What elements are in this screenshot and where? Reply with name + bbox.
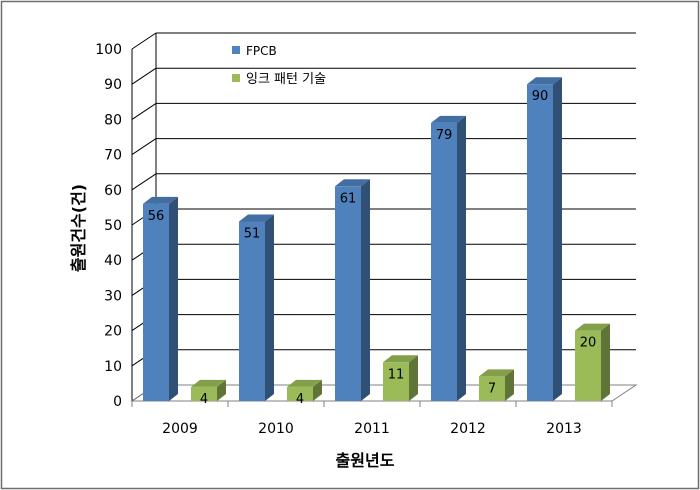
bar-side: [601, 323, 610, 401]
bar: [287, 386, 313, 401]
y-tick-label: 80: [104, 112, 122, 128]
bar-top: [287, 379, 322, 387]
x-tick-label: 2010: [258, 421, 294, 437]
legend-swatch-fpcb: [232, 46, 240, 54]
y-tick-label: 0: [113, 394, 122, 410]
bar: [335, 186, 361, 401]
y-tick-label: 100: [95, 42, 122, 58]
data-label: 11: [388, 367, 405, 382]
data-label: 51: [244, 226, 261, 241]
bar-top: [479, 369, 514, 377]
y-tick-label: 60: [104, 183, 122, 199]
x-tick-label: 2013: [546, 421, 582, 437]
bar: [575, 330, 601, 401]
data-label: 90: [532, 89, 549, 104]
bar: [239, 221, 265, 401]
y-tick-label: 50: [104, 218, 122, 234]
legend-label-fpcb: FPCB: [246, 44, 277, 58]
bar-side: [457, 115, 466, 402]
data-label: 4: [296, 392, 304, 407]
x-axis-title: 출원년도: [336, 451, 395, 470]
bar: [479, 376, 505, 401]
data-label: 79: [436, 128, 453, 143]
data-label: 61: [340, 191, 357, 206]
data-label: 4: [200, 392, 208, 407]
bar-top: [527, 77, 562, 85]
gridline-depth: [131, 173, 157, 191]
bar: [431, 122, 457, 402]
bar-top: [575, 323, 610, 331]
bar-side: [409, 355, 418, 401]
gridline-depth: [131, 102, 157, 120]
x-tick-label: 2011: [354, 421, 390, 437]
bar-side: [505, 369, 514, 401]
bar: [527, 84, 553, 401]
y-axis-title: 출원건수(건): [69, 184, 88, 272]
bar-side: [265, 214, 274, 401]
bar: [383, 362, 409, 401]
legend: FPCB 잉크 패턴 기술: [232, 44, 326, 87]
bar: [191, 386, 217, 401]
y-tick-label: 90: [104, 77, 122, 93]
data-label: 20: [580, 336, 597, 351]
x-tick-label: 2009: [162, 421, 198, 437]
legend-swatch-ink-pattern: [232, 74, 240, 82]
data-label: 7: [488, 381, 496, 396]
bar-side: [169, 196, 178, 401]
bar-top: [191, 379, 226, 387]
y-tick-label: 10: [104, 359, 122, 375]
data-label: 56: [148, 209, 165, 224]
gridline-depth: [131, 138, 157, 156]
bar-top: [239, 214, 274, 222]
y-tick-label: 20: [104, 324, 122, 340]
bar-top: [431, 115, 466, 123]
y-tick-label: 40: [104, 253, 122, 269]
bar-top: [335, 179, 370, 187]
bar: [143, 203, 169, 401]
bar-side: [361, 179, 370, 401]
bar-side: [313, 379, 322, 401]
y-tick-label: 30: [104, 288, 122, 304]
bar-side: [217, 379, 226, 401]
gridline-depth: [131, 67, 157, 85]
bar-top: [383, 355, 418, 363]
gridline-depth: [131, 32, 157, 50]
legend-label-ink-pattern: 잉크 패턴 기술: [246, 72, 326, 87]
bar-side: [553, 77, 562, 401]
y-tick-label: 70: [104, 148, 122, 164]
bar-top: [143, 196, 178, 204]
x-tick-label: 2012: [450, 421, 486, 437]
